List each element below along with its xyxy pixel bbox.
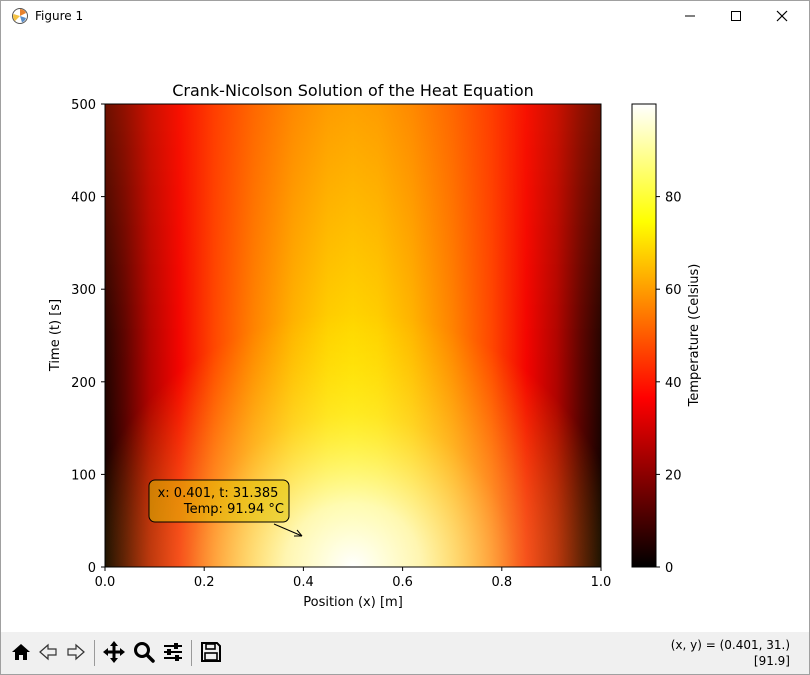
toolbar-separator [191, 640, 192, 666]
colorbar-tick-label: 40 [665, 376, 682, 391]
annotation-box [148, 479, 290, 523]
x-tick-label: 0.2 [194, 575, 215, 590]
pan-icon [103, 641, 125, 663]
minimize-button[interactable] [667, 1, 713, 31]
x-axis-label: Position (x) [m] [303, 595, 403, 610]
y-tick-label: 300 [71, 283, 96, 298]
x-axis: 0.0 0.2 0.4 0.6 0.8 1.0 [95, 567, 612, 590]
colorbar-label: Temperature (Celsius) [687, 264, 702, 408]
x-tick-label: 1.0 [591, 575, 612, 590]
colorbar-frame [631, 103, 657, 568]
back-icon [39, 643, 57, 661]
colorbar-tick-label: 80 [665, 191, 682, 206]
colorbar-ticks: 0 20 40 60 80 [656, 191, 682, 576]
home-button[interactable] [7, 638, 35, 666]
forward-button[interactable] [62, 638, 90, 666]
arrow-head-icon [294, 529, 303, 537]
y-tick-label: 0 [88, 561, 96, 576]
annotation: x: 0.401, t: 31.385 Temp: 91.94 °C [148, 479, 303, 537]
x-tick-label: 0.0 [95, 575, 116, 590]
y-axis: 0 100 200 300 400 500 [71, 98, 105, 576]
close-button[interactable] [759, 1, 805, 31]
navigation-toolbar: (x, y) = (0.401, 31.) [91.9] [1, 632, 809, 674]
maximize-icon [731, 11, 741, 21]
colorbar-tick-label: 60 [665, 283, 682, 298]
configure-button[interactable] [159, 638, 187, 666]
minimize-icon [685, 15, 695, 17]
x-tick-label: 0.6 [392, 575, 413, 590]
pan-button[interactable] [100, 638, 128, 666]
x-tick-label: 0.4 [293, 575, 314, 590]
colorbar-gradient [632, 104, 656, 567]
y-axis-label: Time (t) [s] [48, 299, 63, 372]
close-icon [776, 10, 788, 22]
save-button[interactable] [197, 638, 225, 666]
zoom-button[interactable] [130, 638, 158, 666]
y-tick-label: 200 [71, 376, 96, 391]
colorbar-tick-label: 0 [665, 561, 673, 576]
chart-title: Crank-Nicolson Solution of the Heat Equa… [172, 81, 534, 100]
cursor-coordinates: (x, y) = (0.401, 31.) [670, 638, 790, 652]
annotation-line-2: Temp: 91.94 °C [183, 502, 284, 517]
window-title: Figure 1 [35, 9, 84, 23]
toolbar-separator [94, 640, 95, 666]
annotation-line-1: x: 0.401, t: 31.385 [158, 486, 279, 501]
plot-svg: Crank-Nicolson Solution of the Heat Equa… [48, 81, 702, 610]
save-icon [201, 642, 221, 662]
cursor-value: [91.9] [753, 654, 790, 668]
figure-canvas[interactable]: Crank-Nicolson Solution of the Heat Equa… [1, 31, 809, 632]
cursor-readout: (x, y) = (0.401, 31.) [91.9] [671, 637, 790, 669]
y-tick-label: 500 [71, 98, 96, 113]
back-button[interactable] [34, 638, 62, 666]
y-tick-label: 100 [71, 468, 96, 483]
y-tick-label: 400 [71, 191, 96, 206]
x-tick-label: 0.8 [491, 575, 512, 590]
colorbar[interactable]: 0 20 40 60 80 Temperature (Celsius) [631, 103, 702, 576]
title-bar: Figure 1 [1, 1, 809, 31]
zoom-icon [134, 642, 155, 663]
colorbar-tick-label: 20 [665, 468, 682, 483]
maximize-button[interactable] [713, 1, 759, 31]
forward-icon [67, 643, 85, 661]
configure-icon [164, 643, 182, 661]
home-icon [12, 644, 30, 660]
plot-frame [104, 103, 602, 568]
matplotlib-icon [12, 8, 28, 24]
annotation-arrow-line [273, 523, 303, 537]
